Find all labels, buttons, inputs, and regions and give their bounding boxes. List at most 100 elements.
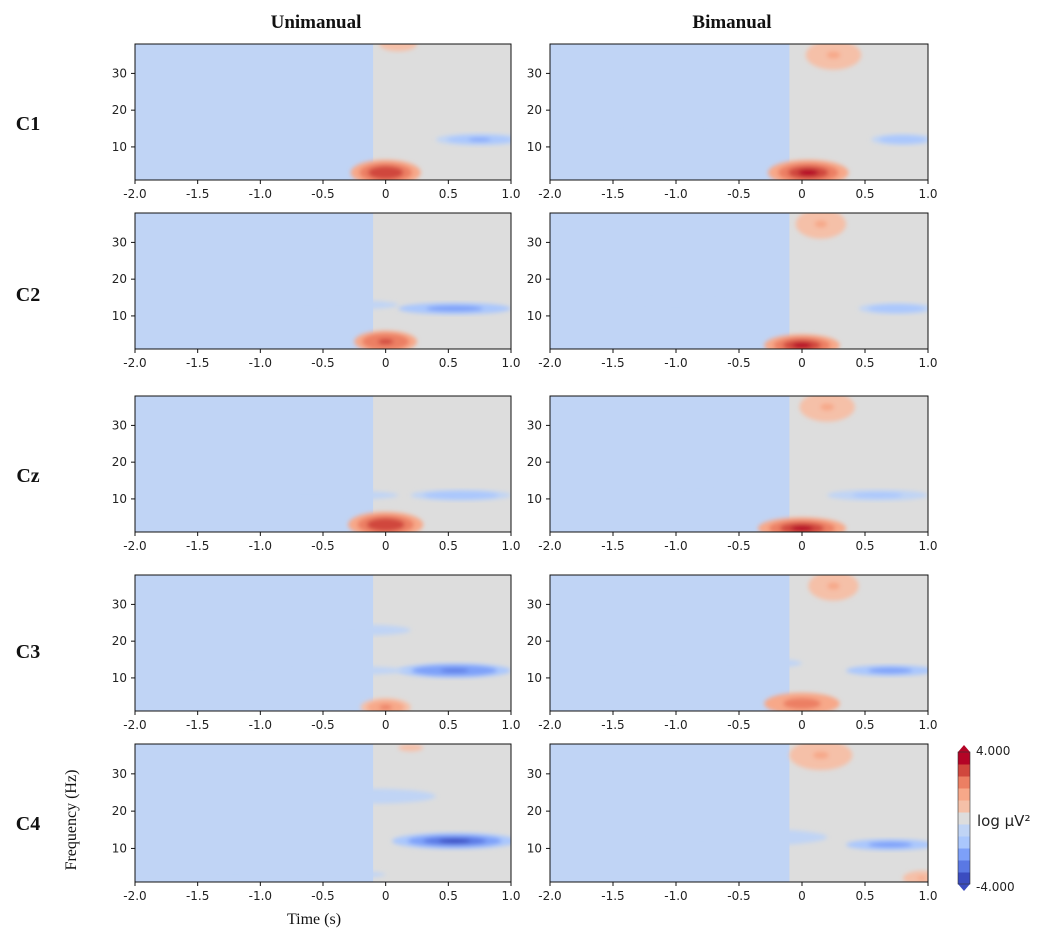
contour-level [894,138,911,142]
colorbar [957,745,971,891]
y-tick-label: 10 [112,140,127,154]
y-tick-label: 20 [112,272,127,286]
x-tick-label: 0 [798,718,806,732]
x-tick-label: -1.0 [249,356,272,370]
contour-level [879,669,902,673]
tf-feature [902,870,928,882]
panel-c1-unimanual: -2.0 -1.5 -1.0 -0.5 0 0.5 1.0 10 20 30 [112,43,521,201]
x-tick-label: 1.0 [501,356,520,370]
x-tick-label: -1.0 [664,539,687,553]
x-tick-label: 1.0 [501,718,520,732]
row-label-c4: C4 [16,813,40,835]
y-tick-label: 10 [527,492,542,506]
colorbar-frame [957,751,971,885]
contour-level [657,298,695,304]
contour-level [438,838,471,844]
panel-c3-unimanual: -2.0 -1.5 -1.0 -0.5 0 0.5 1.0 10 20 30 [112,574,521,732]
y-tick-label: 30 [527,66,542,80]
colorbar-max-label: 4.000 [976,744,1010,758]
x-tick-label: 0 [798,187,806,201]
baseline-zone [373,396,511,532]
y-tick-label: 10 [112,671,127,685]
y-tick-label: 30 [112,597,127,611]
colorbar-segment [958,752,970,765]
x-tick-label: 1.0 [918,889,937,903]
x-tick-label: -0.5 [727,718,750,732]
x-tick-label: -0.5 [727,356,750,370]
colorbar-segment [958,860,970,873]
panel-c1-bimanual: -2.0 -1.5 -1.0 -0.5 0 0.5 1.0 10 20 30 [527,43,938,201]
contour-level [887,307,906,311]
x-tick-label: -2.0 [123,539,146,553]
y-tick-label: 30 [527,418,542,432]
contour-level [440,668,469,673]
baseline-zone [789,44,928,180]
x-tick-label: -2.0 [538,889,561,903]
x-tick-label: 0.5 [439,539,458,553]
x-tick-label: -0.5 [311,539,334,553]
tf-feature [808,575,859,601]
x-tick-label: 0.5 [855,718,874,732]
tf-feature [410,489,511,501]
x-tick-label: -1.0 [249,539,272,553]
panel-c2-unimanual: -2.0 -1.5 -1.0 -0.5 0 0.5 1.0 10 20 30 [112,212,521,370]
contour-level [376,169,395,176]
column-title-unimanual: Unimanual [271,12,362,33]
y-tick-label: 20 [527,804,542,818]
row-label-c1: C1 [16,113,40,135]
tf-feature [764,692,840,711]
x-tick-label: -2.0 [123,889,146,903]
x-tick-label: 0 [382,187,390,201]
x-tick-label: -1.5 [601,718,624,732]
x-tick-label: -0.5 [311,718,334,732]
contour-level [288,493,333,497]
x-tick-label: -2.0 [538,187,561,201]
x-tick-label: -1.0 [249,187,272,201]
x-tick-label: -0.5 [311,187,334,201]
x-axis-label: Time (s) [287,911,341,928]
x-tick-label: 1.0 [918,539,937,553]
contour-level [826,51,841,59]
x-tick-label: 0 [382,889,390,903]
x-tick-label: 0.5 [855,889,874,903]
colorbar-segment [958,764,970,777]
x-tick-label: 0 [798,539,806,553]
tf-feature [805,44,862,70]
y-axis-label: Frequency (Hz) [63,770,80,871]
baseline-zone [373,744,511,882]
baseline-zone [789,575,928,711]
x-tick-label: -1.0 [664,356,687,370]
contour-level [304,303,342,307]
y-tick-label: 20 [112,634,127,648]
tf-feature [600,655,802,671]
x-tick-label: -1.5 [601,539,624,553]
x-tick-label: -0.5 [727,187,750,201]
x-tick-label: -2.0 [123,356,146,370]
tf-feature [600,121,727,136]
y-tick-label: 10 [527,671,542,685]
tf-feature [767,159,849,180]
tf-feature [222,489,399,501]
y-tick-label: 20 [527,455,542,469]
x-tick-label: 1.0 [918,718,937,732]
tf-feature [600,290,752,313]
row-label-c2: C2 [16,284,40,306]
contour-level [790,525,814,532]
x-tick-label: 0 [382,718,390,732]
y-tick-label: 20 [112,455,127,469]
contour-level [827,582,840,590]
tf-feature [354,330,417,349]
contour-level [676,481,702,487]
x-tick-label: -1.0 [249,718,272,732]
colorbar-segment [958,824,970,837]
panel-cz-unimanual: -2.0 -1.5 -1.0 -0.5 0 0.5 1.0 10 20 30 [112,395,521,553]
tf-feature [846,839,928,851]
colorbar-segment [958,788,970,801]
contour-level [379,705,392,710]
y-tick-label: 10 [112,309,127,323]
tf-feature [625,827,828,847]
contour-level [244,873,302,877]
x-tick-label: 1.0 [501,187,520,201]
y-tick-label: 20 [112,103,127,117]
